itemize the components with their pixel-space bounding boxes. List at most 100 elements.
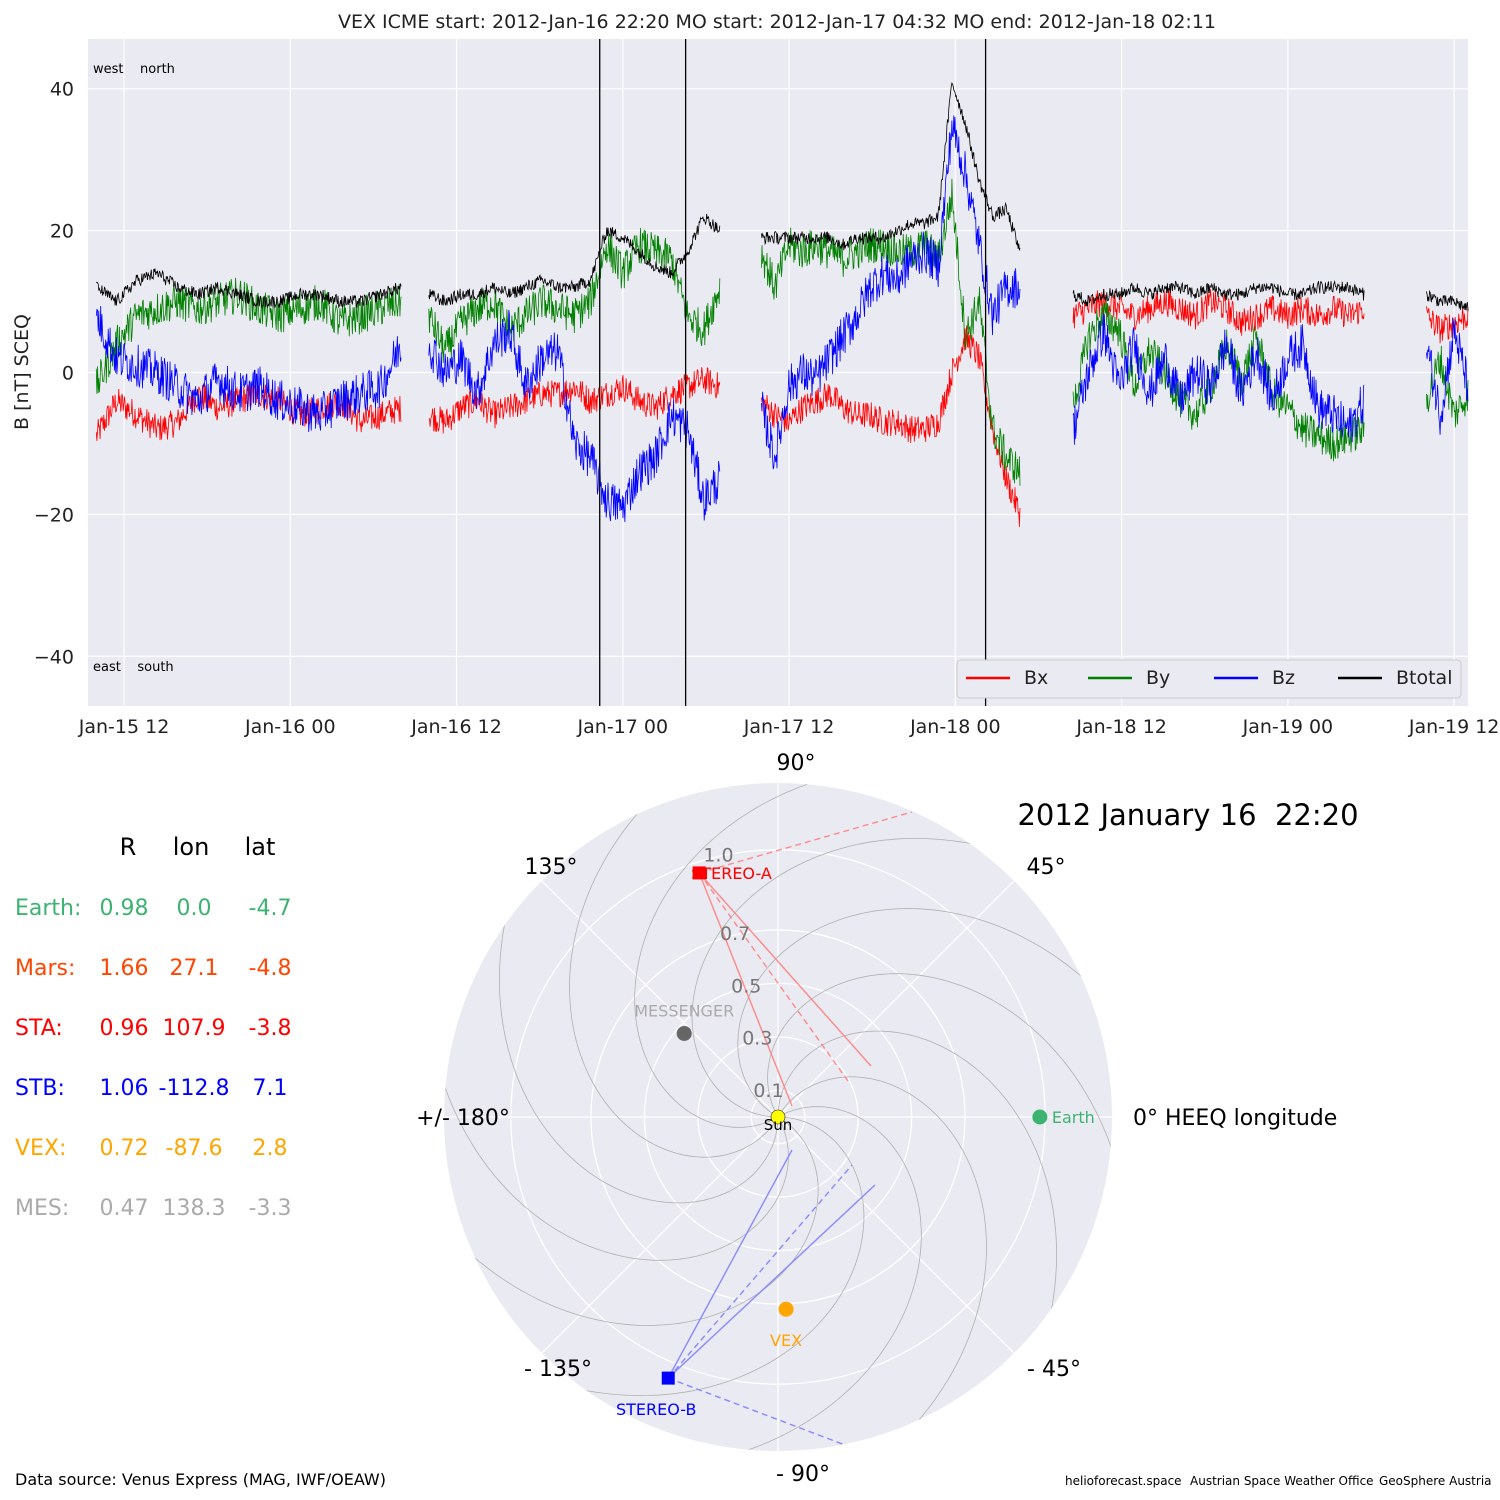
y-tick-label: −40 <box>34 646 74 668</box>
x-tick-label: Jan-19 00 <box>1242 716 1334 738</box>
credit-label: GeoSphere Austria <box>1379 1474 1492 1488</box>
parker-spiral <box>777 1030 1057 1341</box>
table-row-name: Mars: <box>15 956 75 981</box>
table-header-lat: lat <box>245 833 276 861</box>
parker-spirals <box>444 783 1112 1451</box>
data-source: Data source: Venus Express (MAG, IWF/OEA… <box>15 1470 386 1489</box>
angle-label: 90° <box>777 751 816 776</box>
table-cell-lon: 27.1 <box>170 956 219 981</box>
series-by-line <box>95 277 402 394</box>
series-bx-line <box>761 325 1021 527</box>
series-bz-line <box>761 115 1021 470</box>
table-cell-lon: 138.3 <box>163 1196 226 1221</box>
series-bz-line <box>1072 313 1365 445</box>
stereo-b-fov-line <box>667 1149 793 1379</box>
credits: helioforecast.space Austrian Space Weathe… <box>1065 1474 1492 1488</box>
y-tick-labels: −40 −20 0 20 40 <box>34 79 74 669</box>
legend-box <box>956 659 1462 699</box>
y-tick-label: −20 <box>34 504 74 526</box>
table-cell-lon: 107.9 <box>163 1016 226 1041</box>
angular-gridline <box>541 1116 779 1354</box>
table-header-r: R <box>120 833 137 861</box>
credit-label: helioforecast.space <box>1065 1474 1182 1488</box>
legend: Bx By Bz Btotal <box>956 659 1462 699</box>
table-header-lon: lon <box>173 833 210 861</box>
earth-marker <box>1032 1109 1048 1125</box>
polar-title: 2012 January 16 22:20 <box>1017 798 1358 832</box>
table-cell-lon: 0.0 <box>177 896 212 921</box>
parker-spiral <box>777 1076 987 1444</box>
angle-label: +/- 180° <box>416 1106 510 1131</box>
series-by-line <box>1072 300 1365 462</box>
earth-label: Earth <box>1052 1108 1095 1127</box>
timeseries-series <box>95 82 1469 527</box>
stereo-b-fov-line <box>667 1377 846 1446</box>
vex-marker <box>778 1301 794 1317</box>
sun-label: Sun <box>764 1116 793 1134</box>
table-cell-lon: -87.6 <box>166 1136 223 1161</box>
parker-spiral <box>717 1106 922 1451</box>
table-cell-r: 0.72 <box>100 1136 149 1161</box>
angle-label: 45° <box>1027 855 1066 880</box>
stereo-a-fov-line <box>698 872 849 1082</box>
table-cell-r: 1.06 <box>100 1076 149 1101</box>
y-tick-label: 20 <box>50 221 74 243</box>
series-btotal-line <box>1426 289 1469 312</box>
x-tick-label: Jan-17 12 <box>743 716 835 738</box>
timeseries-panel: VEX ICME start: 2012-Jan-16 22:20 MO sta… <box>11 11 1499 738</box>
radial-label: 1.0 <box>703 845 733 867</box>
series-bz-line <box>1426 318 1469 435</box>
stereo-b-label: STEREO-B <box>616 1400 696 1419</box>
y-tick-label: 0 <box>62 363 74 385</box>
x-tick-label: Jan-17 00 <box>577 716 669 738</box>
credit-label: Austrian Space Weather Office <box>1190 1474 1374 1488</box>
messenger-marker <box>676 1025 692 1041</box>
angle-label: - 135° <box>524 1357 592 1382</box>
sun-marker <box>770 1109 786 1125</box>
series-bz-line <box>95 305 402 433</box>
stereo-b-marker <box>661 1371 675 1385</box>
series-bx-line <box>1426 306 1469 344</box>
table-cell-lat: -4.7 <box>249 896 292 921</box>
angle-label: - 90° <box>776 1462 830 1487</box>
angular-gridline <box>777 880 1015 1118</box>
messenger-label: MESSENGER <box>634 1001 734 1020</box>
table-cell-r: 0.47 <box>100 1196 149 1221</box>
stereo-a-label: STEREO-A <box>691 864 772 883</box>
planet-positions: Sun Earth MESSENGER VEX STEREO-A STEREO-B <box>616 864 1095 1419</box>
parker-spiral <box>767 973 1112 1178</box>
legend-entries: Bx By Bz Btotal <box>966 667 1452 689</box>
x-tick-label: Jan-19 12 <box>1408 716 1500 738</box>
polar-panel: 0.1 0.3 0.5 0.7 1.0 90° 45° 0° HEEQ longitude -… <box>416 751 1358 1487</box>
angle-labels: 90° 45° 0° HEEQ longitude - 45° - 90° - 135° +… <box>416 751 1337 1487</box>
table-cell-r: 0.96 <box>100 1016 149 1041</box>
angular-gridline <box>541 880 779 1118</box>
parker-spiral <box>499 893 779 1204</box>
parker-spiral <box>634 783 839 1128</box>
stereo-b-fov-line <box>667 1184 876 1379</box>
y-axis-label: B [nT] SCEQ <box>11 314 33 430</box>
series-btotal-line <box>1072 280 1365 307</box>
corner-label-bottom: east south <box>93 660 174 675</box>
x-tick-label: Jan-16 00 <box>244 716 336 738</box>
series-bx-line <box>1072 288 1365 336</box>
series-btotal-line <box>761 82 1021 251</box>
x-tick-label: Jan-15 12 <box>78 716 170 738</box>
parker-spiral <box>554 1116 865 1396</box>
table-cell-r: 0.98 <box>100 896 149 921</box>
series-bx-line <box>428 366 721 434</box>
legend-label-by: By <box>1146 667 1170 689</box>
x-tick-label: Jan-16 12 <box>410 716 502 738</box>
series-bz-line <box>428 310 721 523</box>
stereo-a-fov-line <box>698 872 872 1067</box>
stereo-b-fov-line <box>667 1164 853 1379</box>
series-by-line <box>761 178 1021 486</box>
angle-label: - 45° <box>1027 1357 1081 1382</box>
legend-label-btotal: Btotal <box>1396 667 1452 689</box>
radial-label: 0.5 <box>731 975 761 997</box>
table-cell-lon: -112.8 <box>159 1076 230 1101</box>
x-tick-labels: Jan-15 12 Jan-16 00 Jan-16 12 Jan-17 00 Jan-… <box>78 716 1500 738</box>
radial-label: 0.3 <box>742 1028 772 1050</box>
angle-label: 0° HEEQ longitude <box>1133 1106 1337 1131</box>
